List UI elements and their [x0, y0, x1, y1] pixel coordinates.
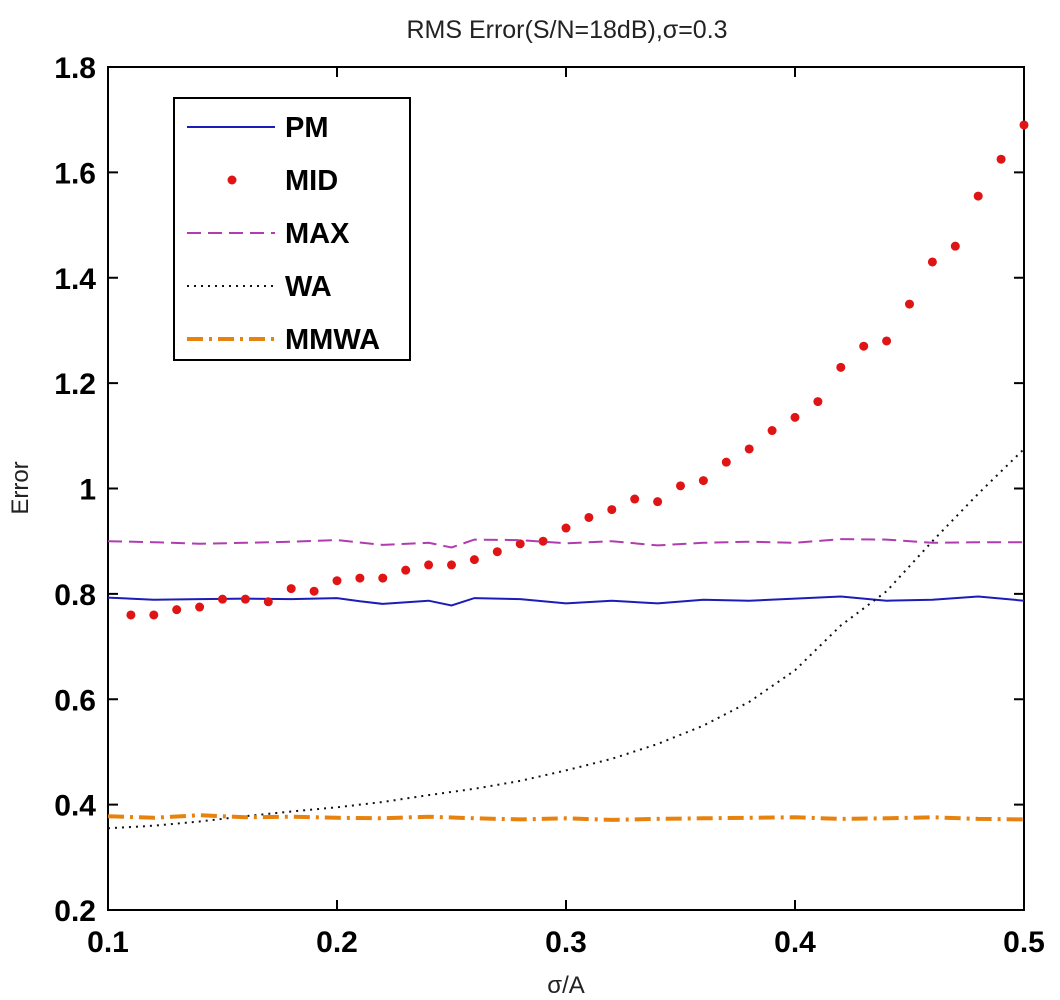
series-mid-point — [218, 594, 227, 604]
series-mid-point — [607, 505, 617, 515]
chart-title: RMS Error(S/N=18dB),σ=0.3 — [406, 16, 727, 44]
y-tick-label: 1 — [79, 474, 96, 507]
x-tick-label: 0.2 — [316, 926, 358, 959]
series-mid-point — [630, 494, 640, 504]
series-mid-point — [905, 299, 914, 309]
series-mid-point — [927, 257, 937, 267]
series-mid-point — [561, 523, 571, 533]
y-tick-label: 0.8 — [54, 579, 96, 612]
series-mid-point — [836, 362, 846, 372]
series-mid-point — [698, 476, 708, 486]
y-tick-label: 1.6 — [54, 157, 96, 190]
series-mid-point — [767, 426, 777, 436]
series-pm-line — [107, 595, 1025, 607]
series-mid-point — [378, 573, 388, 583]
series-mid-point — [355, 573, 365, 583]
series-mid-point — [126, 610, 136, 620]
y-tick-label: 0.2 — [54, 895, 96, 928]
series-layer — [107, 120, 1029, 830]
series-mid-point — [676, 481, 685, 491]
series-mid-point — [149, 610, 159, 620]
y-tick-label: 0.4 — [54, 790, 96, 823]
legend-box — [173, 97, 411, 361]
series-mid-point — [996, 154, 1006, 164]
series-mid-point — [882, 336, 892, 346]
series-mid-point — [172, 605, 182, 615]
series-mid-point — [813, 397, 823, 407]
series-mid-point — [973, 191, 983, 201]
series-mid-point — [447, 560, 456, 570]
axis-ticks: 0.1 0.2 0.3 0.4 0.50.20.40.60.811.21.41.61.8 — [54, 52, 1045, 959]
series-mid-point — [263, 597, 273, 607]
series-mid-point — [492, 547, 502, 557]
series-mid-point — [515, 539, 525, 549]
series-max-line — [107, 538, 1024, 549]
series-mid-point — [790, 412, 800, 422]
y-axis-label: Error — [7, 461, 34, 514]
series-mid-point — [195, 602, 205, 612]
series-mmwa-line — [107, 813, 1025, 822]
legend-mid-label: MID — [285, 165, 338, 197]
legend-mmwa-label: MMWA — [285, 324, 380, 356]
series-mid-point — [950, 241, 960, 251]
series-mid-point — [584, 512, 594, 522]
series-mid-point — [332, 576, 342, 586]
series-mid-point — [653, 497, 663, 507]
series-mid-point — [309, 586, 319, 596]
series-mid-point — [744, 444, 754, 454]
series-mid-point — [401, 565, 411, 575]
y-tick-label: 1.2 — [54, 368, 96, 401]
legend-pm-label: PM — [285, 112, 329, 144]
legend-mid-marker — [227, 175, 237, 185]
y-tick-label: 1.4 — [54, 263, 96, 296]
y-tick-label: 1.8 — [54, 52, 96, 85]
x-tick-label: 0.5 — [1003, 926, 1045, 959]
legend-wa-label: WA — [285, 271, 332, 303]
series-mid-point — [1019, 120, 1029, 130]
y-tick-label: 0.6 — [54, 684, 96, 717]
legend-max-label: MAX — [285, 218, 350, 250]
series-mid-point — [424, 560, 434, 570]
x-axis-label: σ/A — [547, 972, 585, 999]
series-mid-point — [240, 594, 250, 604]
series-mid-point — [469, 555, 479, 565]
legend: PM MID MAX WA MMWA — [173, 97, 411, 361]
series-mid-point — [859, 341, 869, 351]
series-mid-point — [286, 584, 296, 594]
x-tick-label: 0.3 — [545, 926, 587, 959]
series-mid-point — [538, 536, 548, 546]
series-wa-line — [107, 448, 1025, 830]
series-mid-markers — [126, 120, 1029, 620]
x-tick-label: 0.1 — [87, 926, 129, 959]
x-tick-label: 0.4 — [774, 926, 816, 959]
series-mid-point — [721, 457, 731, 467]
